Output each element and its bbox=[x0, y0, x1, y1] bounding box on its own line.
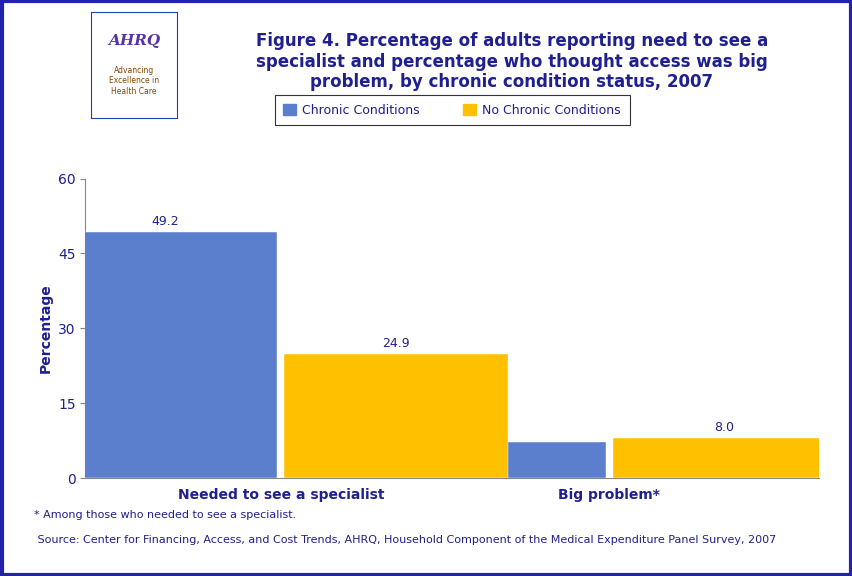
Text: AHRQ: AHRQ bbox=[107, 35, 160, 48]
Text: * Among those who needed to see a specialist.: * Among those who needed to see a specia… bbox=[34, 510, 296, 520]
Bar bbox=[612, 438, 835, 478]
Text: 8.0: 8.0 bbox=[714, 421, 734, 434]
Y-axis label: Percentage: Percentage bbox=[38, 283, 52, 373]
Text: Figure 4. Percentage of adults reporting need to see a
specialist and percentage: Figure 4. Percentage of adults reporting… bbox=[256, 32, 767, 92]
Text: ✦: ✦ bbox=[38, 50, 63, 79]
Bar bbox=[284, 354, 508, 478]
Bar bbox=[54, 233, 277, 478]
Legend: Chronic Conditions, No Chronic Conditions: Chronic Conditions, No Chronic Condition… bbox=[274, 95, 629, 126]
Text: 24.9: 24.9 bbox=[382, 337, 410, 350]
Text: Source: Center for Financing, Access, and Cost Trends, AHRQ, Household Component: Source: Center for Financing, Access, an… bbox=[34, 535, 775, 544]
Bar bbox=[382, 442, 605, 478]
Text: 49.2: 49.2 bbox=[152, 215, 179, 229]
Text: 7.3: 7.3 bbox=[483, 425, 504, 438]
Text: Advancing
Excellence in
Health Care: Advancing Excellence in Health Care bbox=[109, 66, 158, 96]
